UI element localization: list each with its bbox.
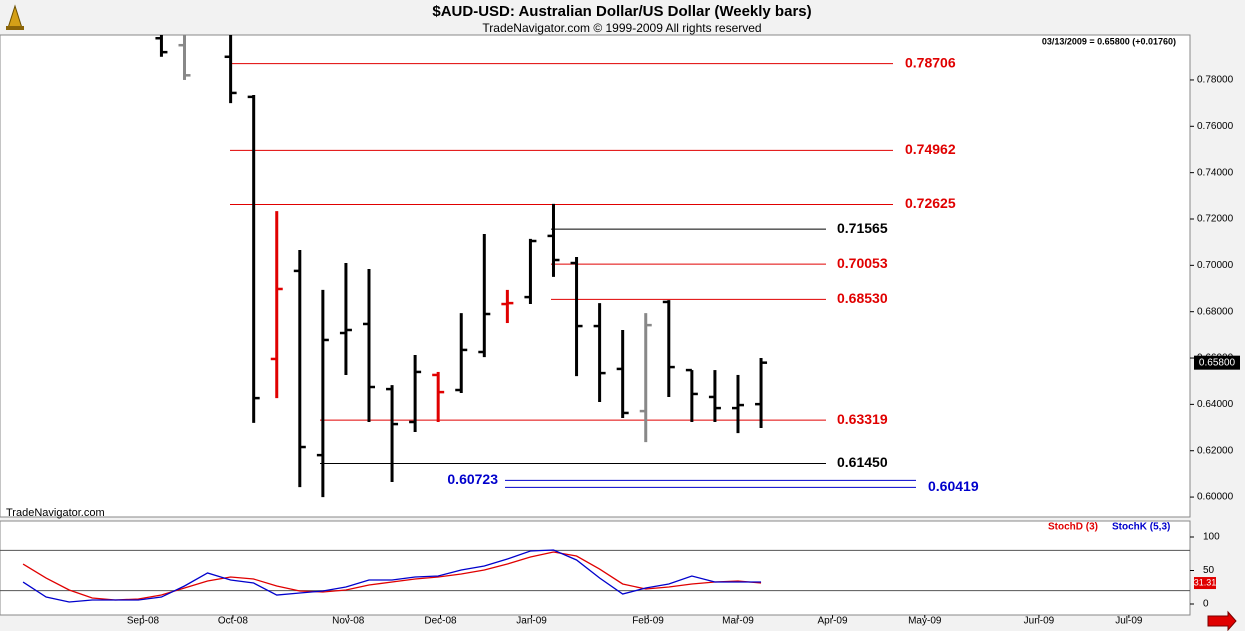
price-bars	[155, 35, 916, 498]
y-tick-label: 50	[1203, 565, 1215, 576]
level-label: 0.78706	[905, 54, 956, 70]
price-box-label: 0.65800	[1199, 357, 1236, 368]
chart-title: $AUD-USD: Australian Dollar/US Dollar (W…	[432, 3, 811, 20]
y-tick-label: 0.74000	[1197, 167, 1234, 178]
logo	[6, 4, 24, 30]
y-tick-label: 0.70000	[1197, 260, 1234, 271]
price-panel	[0, 34, 1191, 518]
level-label: 0.74962	[905, 141, 956, 157]
x-tick-label: Jun-09	[1024, 616, 1055, 627]
y-tick-label: 0.68000	[1197, 306, 1234, 317]
y-tick-label: 0.78000	[1197, 75, 1234, 86]
scroll-arrow[interactable]	[1207, 610, 1237, 631]
x-tick-label: Feb-09	[632, 616, 664, 627]
y-tick-label: 0.60000	[1197, 492, 1234, 503]
stoch-panel	[0, 520, 1191, 616]
x-tick-label: Nov-08	[332, 616, 365, 627]
level-label: 0.60723	[447, 471, 498, 487]
stoch-line	[22, 551, 762, 601]
last-price-info: 03/13/2009 = 0.65800 (+0.01760)	[1042, 36, 1176, 46]
x-tick-label: Apr-09	[818, 616, 848, 627]
y-tick-label: 100	[1203, 532, 1220, 543]
level-label: 0.60419	[928, 478, 979, 494]
level-label: 0.61450	[837, 454, 888, 470]
x-tick-label: Mar-09	[722, 616, 754, 627]
legend-entry: StochK (5,3)	[1112, 522, 1170, 533]
watermark: TradeNavigator.com	[6, 507, 105, 519]
stoch-value-box	[1194, 577, 1216, 590]
legend-entry: StochD (3)	[1048, 522, 1098, 533]
stoch-value-label: 31.31	[1194, 577, 1217, 587]
y-tick-label: 0	[1203, 599, 1209, 610]
stoch-lines	[22, 549, 762, 603]
x-tick-label: Oct-08	[218, 616, 248, 627]
y-tick-label: 0.62000	[1197, 445, 1234, 456]
x-tick-label: May-09	[908, 616, 942, 627]
level-label: 0.72625	[905, 195, 956, 211]
x-tick-label: Sep-08	[127, 616, 160, 627]
price-box	[1194, 355, 1240, 370]
level-label: 0.70053	[837, 255, 888, 271]
x-tick-label: Jul-09	[1115, 616, 1143, 627]
y-tick-label: 0.64000	[1197, 399, 1234, 410]
level-label: 0.68530	[837, 290, 888, 306]
x-tick-label: Jan-09	[516, 616, 547, 627]
stoch-line	[22, 549, 762, 603]
y-tick-label: 0.72000	[1197, 214, 1234, 225]
level-label: 0.63319	[837, 411, 888, 427]
y-tick-label: 0.76000	[1197, 121, 1234, 132]
level-label: 0.71565	[837, 220, 888, 236]
x-tick-label: Dec-08	[424, 616, 457, 627]
chart-subtitle: TradeNavigator.com © 1999-2009 All right…	[482, 21, 761, 35]
